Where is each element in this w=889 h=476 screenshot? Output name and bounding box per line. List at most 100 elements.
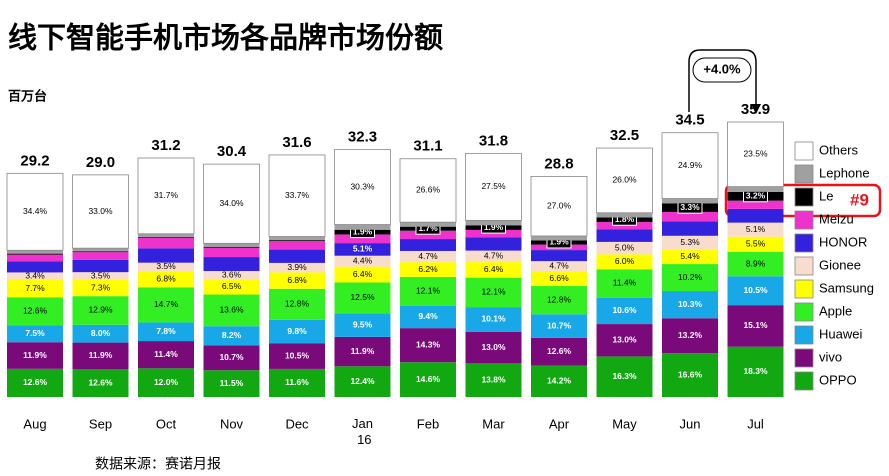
value-label: 12.6% [23, 306, 48, 316]
bar-segment [72, 342, 129, 370]
value-label: 6.2% [418, 264, 438, 274]
value-label: 4.7% [484, 251, 504, 261]
bar-segment [531, 286, 587, 315]
growth-box [692, 57, 752, 83]
value-label: 3.2% [746, 191, 766, 201]
bar-segment [465, 277, 522, 308]
value-label: 12.6% [88, 377, 113, 387]
value-label: 5.5% [746, 238, 766, 248]
legend-swatch [794, 348, 814, 368]
value-label: 6.4% [484, 264, 504, 274]
total-label: 30.4 [217, 143, 247, 160]
bar-segment [269, 319, 325, 344]
bar-segment [400, 222, 456, 227]
bar-segment [72, 248, 129, 252]
value-label: 1.9% [353, 226, 373, 236]
bar-segment [334, 243, 391, 256]
bar-segment [727, 186, 784, 192]
bar-segment [662, 264, 718, 292]
value-label: 10.1% [481, 314, 506, 324]
value-label: 7.7% [25, 283, 45, 293]
bar-segment [596, 269, 653, 298]
value-label: 31.7% [154, 190, 179, 200]
value-label: 10.5% [285, 350, 310, 360]
value-label: 12.5% [350, 292, 375, 302]
bar-segment [334, 234, 391, 244]
value-label: 16.3% [612, 371, 637, 381]
bar-segment [7, 325, 63, 343]
bar-segment [662, 291, 718, 319]
bar-segment [596, 147, 653, 214]
legend-swatch [794, 256, 814, 276]
bar-segment [334, 224, 391, 230]
bar-segment [138, 287, 194, 323]
bar-segment [334, 255, 391, 267]
bar-segment [203, 243, 260, 247]
value-label: 10.2% [678, 272, 703, 282]
bar-segment [72, 272, 129, 280]
value-label: 5.3% [680, 237, 700, 247]
bar-segment [400, 262, 456, 277]
source: 数据来源：赛诺月报 [95, 456, 221, 472]
x-tick-label: Dec [285, 416, 309, 431]
bar-segment [203, 294, 260, 327]
bar-segment [269, 343, 325, 369]
bar-segment [138, 262, 194, 272]
bar-segment [72, 279, 129, 297]
x-tick-label: Apr [549, 416, 570, 431]
bar-segment [203, 271, 260, 280]
x-tick-label: Jun [680, 416, 701, 431]
x-tick-label: Oct [156, 416, 177, 431]
legend-swatch [794, 141, 814, 161]
bar-segment [530, 175, 588, 237]
unit-label: 百万台 [8, 88, 47, 103]
value-label: 12.8% [285, 299, 310, 309]
legend-label: Meizu [819, 211, 854, 226]
bar-segment [400, 239, 456, 251]
legend-label: vivo [819, 349, 842, 364]
value-label: 3.3% [680, 202, 700, 212]
value-label: 34.0% [219, 198, 244, 208]
arrow-head [751, 104, 761, 114]
value-label: 1.8% [615, 214, 635, 224]
value-label: 10.3% [678, 299, 703, 309]
bar-segment [269, 288, 325, 320]
value-label: 15.1% [743, 320, 768, 330]
bar-segment [465, 250, 522, 263]
bar-segment [72, 252, 129, 260]
bar-segment [596, 297, 653, 325]
bar-segment [138, 322, 194, 342]
bar-segment [465, 220, 522, 226]
value-label: 4.7% [418, 251, 438, 261]
growth-arrow [688, 49, 757, 112]
x-tick-label: May [612, 416, 637, 431]
legend-swatch [794, 279, 814, 299]
value-label: 12.1% [481, 287, 506, 297]
bar-segment [7, 368, 63, 397]
total-label: 31.2 [151, 137, 180, 154]
bar-segment [662, 249, 718, 265]
value-label: 7.5% [25, 328, 45, 338]
bar-segment [269, 262, 325, 273]
bar-segment [203, 163, 260, 244]
bar-segment [203, 279, 260, 295]
value-label: 6.4% [353, 269, 373, 279]
value-label: 5.1% [746, 224, 766, 234]
legend-label: Le [819, 188, 833, 203]
value-label: 11.5% [220, 378, 244, 388]
bar-segment [727, 208, 784, 223]
value-label: 33.0% [88, 206, 113, 216]
value-label: 1.9% [549, 237, 569, 247]
value-label: 6.8% [287, 275, 307, 285]
value-label: 8.0% [91, 328, 111, 338]
value-label: 24.9% [678, 160, 703, 170]
bar-segment [269, 236, 325, 241]
legend-label: Gionee [819, 257, 861, 272]
total-label: 32.3 [348, 129, 377, 146]
bar-segment [531, 365, 587, 397]
value-label: 11.4% [154, 349, 178, 359]
bar-segment [727, 121, 784, 188]
bar-segment [596, 212, 653, 218]
growth-annotation: +4.0% [688, 49, 761, 114]
total-label: 29.0 [86, 154, 115, 171]
